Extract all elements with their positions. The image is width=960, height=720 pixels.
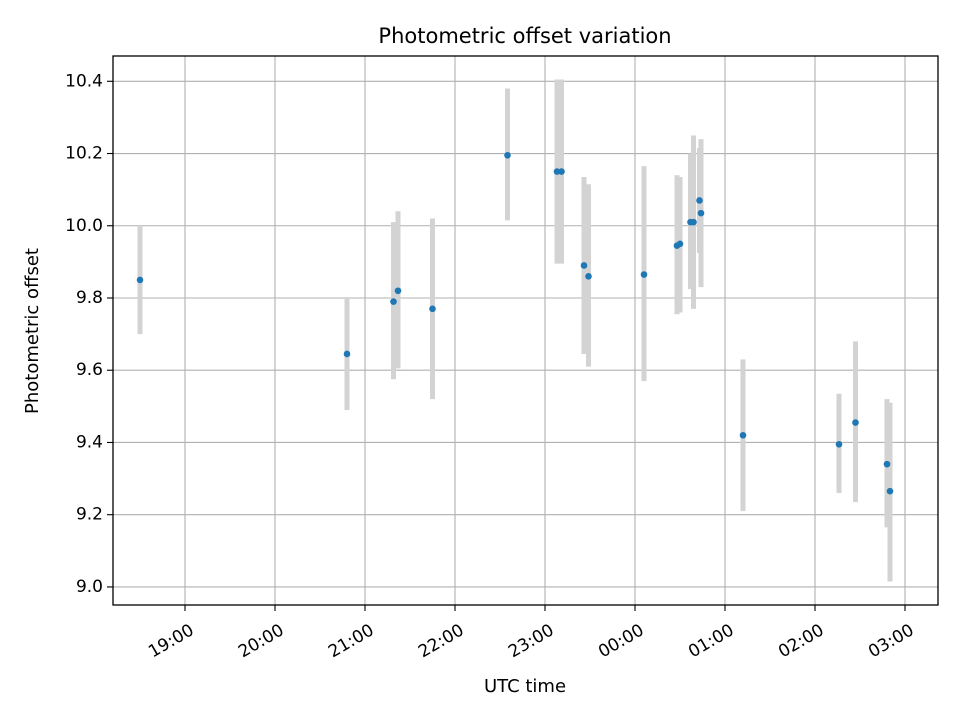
data-point bbox=[343, 350, 351, 358]
data-point bbox=[696, 197, 703, 204]
data-point bbox=[690, 218, 697, 226]
y-tick-label: 9.8 bbox=[76, 288, 103, 308]
grid bbox=[113, 56, 938, 605]
y-tick-label: 10.0 bbox=[65, 216, 103, 236]
data-point bbox=[429, 305, 436, 313]
data-point bbox=[390, 298, 397, 305]
data-point bbox=[580, 262, 588, 269]
y-tick-label: 9.4 bbox=[76, 432, 103, 452]
y-axis-ticks: 9.0 9.2 9.4 9.6 9.8 10.0 10.2 10.4 bbox=[65, 71, 113, 597]
data-point bbox=[739, 431, 747, 439]
y-tick-label: 9.6 bbox=[76, 360, 103, 380]
data-point bbox=[676, 240, 684, 248]
y-tick-label: 9.2 bbox=[76, 505, 103, 525]
data-point bbox=[883, 460, 891, 468]
y-tick-label: 10.2 bbox=[65, 144, 103, 164]
data-point bbox=[504, 152, 511, 159]
data-point bbox=[136, 276, 144, 284]
y-axis-label: Photometric offset bbox=[22, 248, 43, 414]
data-point bbox=[852, 419, 859, 426]
plot-area-frame bbox=[112, 55, 939, 606]
y-tick-label: 9.0 bbox=[76, 577, 103, 597]
data-point bbox=[558, 168, 565, 175]
data-point bbox=[697, 209, 705, 217]
data-point bbox=[585, 273, 592, 280]
data-point bbox=[640, 271, 648, 278]
data-point bbox=[835, 440, 843, 448]
data-points bbox=[136, 152, 894, 495]
chart-title: Photometric offset variation bbox=[378, 24, 671, 48]
data-point bbox=[394, 287, 402, 295]
y-tick-label: 10.4 bbox=[65, 71, 103, 91]
data-point bbox=[886, 487, 894, 495]
x-axis-label: UTC time bbox=[484, 676, 566, 697]
